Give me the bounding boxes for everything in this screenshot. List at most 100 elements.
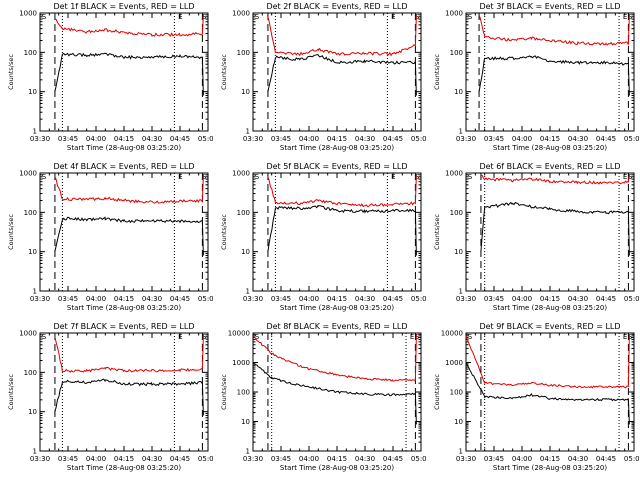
- x-tick-label: 03:45: [271, 135, 291, 143]
- x-tick-label: 04:45: [383, 295, 403, 303]
- x-tick-label: 04:45: [596, 135, 616, 143]
- y-tick-label: 10: [28, 88, 37, 96]
- x-tick-label: 04:30: [568, 295, 588, 303]
- x-tick-label: 04:15: [540, 135, 560, 143]
- x-tick-label: 04:00: [512, 295, 532, 303]
- interval-marker-label: S: [415, 333, 420, 341]
- x-tick-label: 04:15: [327, 135, 347, 143]
- x-tick-label: 03:30: [30, 295, 50, 303]
- x-tick-label: 03:30: [30, 135, 50, 143]
- x-tick-label: 03:30: [30, 455, 50, 463]
- x-tick-label: 04:00: [299, 455, 319, 463]
- y-tick-label: 10000: [441, 330, 463, 338]
- y-tick-label: 10: [241, 418, 250, 426]
- interval-marker-label: E: [410, 333, 414, 341]
- x-tick-label: 04:45: [596, 455, 616, 463]
- x-tick-label: 04:00: [299, 295, 319, 303]
- y-tick-label: 1000: [232, 170, 250, 178]
- y-tick-label: 1000: [445, 10, 463, 18]
- x-tick-label: 04:30: [355, 135, 375, 143]
- y-tick-label: 100: [450, 209, 463, 217]
- lld-rate-line: [54, 14, 204, 38]
- interval-marker-label: E: [623, 13, 627, 21]
- x-tick-label: 04:15: [327, 295, 347, 303]
- plot-frame: [39, 332, 209, 452]
- x-tick-label: 04:15: [327, 455, 347, 463]
- y-axis-label: Counts/sec: [433, 54, 441, 90]
- lightcurve-panel: Det 2f BLACK = Events, RED = LLD 1 10 100 10…: [220, 2, 426, 152]
- events-rate-line: [465, 362, 630, 425]
- panel-title: Det 3f BLACK = Events, RED = LLD: [479, 2, 620, 11]
- interval-marker-label: S: [415, 13, 420, 21]
- y-tick-label: 1: [246, 448, 250, 456]
- y-tick-label: 10: [28, 408, 37, 416]
- x-tick-label: 05:00: [198, 295, 213, 303]
- x-axis-label: Start Time (28-Aug-08 03:25:20): [493, 144, 607, 152]
- y-tick-label: 1000: [232, 10, 250, 18]
- y-tick-label: 10: [454, 248, 463, 256]
- x-tick-label: 04:45: [170, 135, 190, 143]
- x-axis-label: Start Time (28-Aug-08 03:25:20): [67, 304, 181, 312]
- x-tick-label: 04:30: [142, 455, 162, 463]
- plot-frame: [252, 12, 422, 132]
- plot-frame: [39, 172, 209, 292]
- x-tick-label: 03:45: [484, 135, 504, 143]
- y-axis-label: Counts/sec: [7, 214, 15, 250]
- interval-marker-label: E: [623, 173, 627, 181]
- x-tick-label: 04:15: [114, 455, 134, 463]
- y-axis-label: Counts/sec: [433, 214, 441, 250]
- x-tick-label: 05:00: [411, 455, 426, 463]
- x-tick-label: 03:45: [271, 295, 291, 303]
- x-tick-label: 03:45: [58, 455, 78, 463]
- events-rate-line: [54, 378, 204, 416]
- interval-marker-label: S: [628, 173, 633, 181]
- interval-marker-label: S: [202, 333, 207, 341]
- y-axis-label: Counts/sec: [220, 54, 228, 90]
- x-tick-label: 03:45: [484, 295, 504, 303]
- y-tick-label: 10: [241, 248, 250, 256]
- x-tick-label: 05:00: [411, 295, 426, 303]
- lld-rate-line: [465, 334, 630, 389]
- panel-title: Det 8f BLACK = Events, RED = LLD: [266, 322, 407, 331]
- panel-title: Det 7f BLACK = Events, RED = LLD: [53, 322, 194, 331]
- x-tick-label: 05:00: [198, 455, 213, 463]
- lightcurve-panel: Det 6f BLACK = Events, RED = LLD 1 10 100 10…: [433, 162, 639, 312]
- lld-rate-line: [267, 174, 417, 208]
- x-tick-label: 04:30: [142, 135, 162, 143]
- x-tick-label: 04:00: [299, 135, 319, 143]
- interval-marker-label: E: [178, 173, 182, 181]
- x-tick-label: 04:30: [142, 295, 162, 303]
- y-axis-label: Counts/sec: [7, 374, 15, 410]
- x-tick-label: 03:30: [243, 135, 263, 143]
- y-tick-label: 1: [246, 288, 250, 296]
- interval-marker-label: S: [255, 333, 260, 341]
- events-rate-line: [480, 201, 630, 256]
- y-tick-label: 1: [246, 128, 250, 136]
- x-tick-label: 04:00: [512, 455, 532, 463]
- x-tick-label: 03:45: [58, 295, 78, 303]
- interval-marker-label: S: [415, 173, 420, 181]
- x-axis-label: Start Time (28-Aug-08 03:25:20): [67, 464, 181, 472]
- x-tick-label: 04:30: [355, 455, 375, 463]
- x-tick-label: 04:30: [355, 295, 375, 303]
- x-tick-label: 05:00: [624, 295, 639, 303]
- x-tick-label: 03:30: [456, 295, 476, 303]
- y-tick-label: 100: [237, 49, 250, 57]
- interval-marker-label: S: [255, 13, 260, 21]
- interval-marker-label: E: [623, 333, 627, 341]
- y-tick-label: 1: [459, 288, 463, 296]
- x-axis-label: Start Time (28-Aug-08 03:25:20): [493, 464, 607, 472]
- x-tick-label: 04:30: [568, 455, 588, 463]
- lightcurve-panel: Det 4f BLACK = Events, RED = LLD 1 10 100 10…: [7, 162, 213, 312]
- y-tick-label: 1: [459, 128, 463, 136]
- x-tick-label: 04:45: [596, 295, 616, 303]
- lld-rate-line: [54, 334, 204, 373]
- y-tick-label: 100: [24, 209, 37, 217]
- interval-marker-label: S: [468, 333, 473, 341]
- interval-marker-label: S: [202, 13, 207, 21]
- events-rate-line: [267, 54, 417, 96]
- y-tick-label: 100: [237, 209, 250, 217]
- x-tick-label: 04:45: [170, 455, 190, 463]
- lld-rate-line: [267, 14, 417, 57]
- y-tick-label: 1: [33, 128, 37, 136]
